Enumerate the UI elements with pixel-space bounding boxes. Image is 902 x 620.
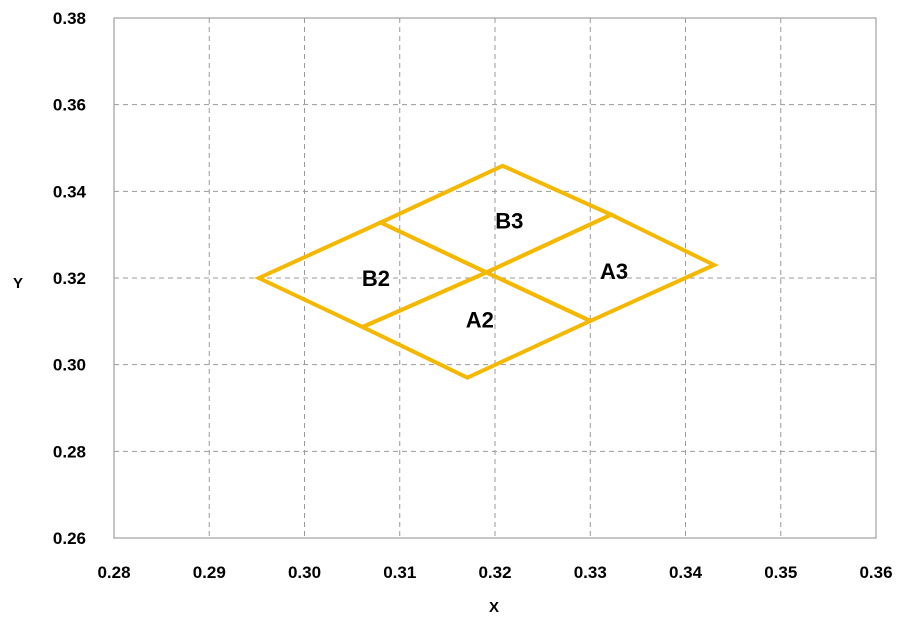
y-axis-title: Y (13, 275, 23, 292)
x-tick-label: 0.28 (97, 563, 130, 582)
region-b2-label: B2 (362, 266, 390, 291)
y-tick-label: 0.30 (53, 356, 86, 375)
region-b3-label: B3 (495, 208, 523, 233)
x-tick-label: 0.29 (193, 563, 226, 582)
x-tick-labels: 0.28 0.29 0.30 0.31 0.32 0.33 0.34 0.35 0.36 (97, 563, 892, 582)
region-labels: B3 A3 B2 A2 (362, 208, 628, 332)
region-a2-label: A2 (466, 308, 494, 333)
y-tick-label: 0.36 (53, 96, 86, 115)
regions (254, 163, 719, 380)
y-tick-labels: 0.38 0.36 0.34 0.32 0.30 0.28 0.26 (53, 9, 87, 548)
x-tick-label: 0.31 (383, 563, 416, 582)
y-tick-label: 0.38 (53, 9, 86, 28)
x-tick-label: 0.30 (288, 563, 321, 582)
x-axis-title: X (489, 599, 499, 616)
x-tick-label: 0.35 (764, 563, 797, 582)
y-tick-label: 0.32 (53, 269, 86, 288)
region-a3-label: A3 (600, 259, 628, 284)
x-tick-label: 0.34 (669, 563, 703, 582)
y-tick-label: 0.26 (53, 529, 86, 548)
x-tick-label: 0.36 (859, 563, 892, 582)
y-tick-label: 0.28 (53, 442, 86, 461)
y-tick-label: 0.34 (53, 182, 87, 201)
x-tick-label: 0.33 (574, 563, 607, 582)
x-tick-label: 0.32 (478, 563, 511, 582)
region-a2-outline (357, 270, 596, 380)
